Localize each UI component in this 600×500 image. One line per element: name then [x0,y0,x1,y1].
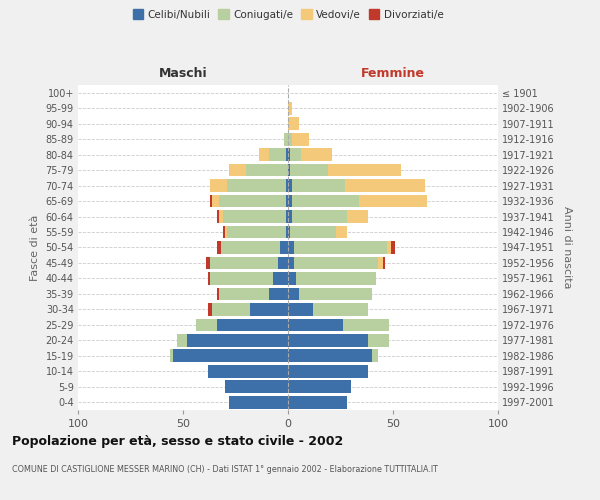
Bar [343,318,389,331]
Legend: Celibi/Nubili, Coniugati/e, Vedovi/e, Divorziati/e: Celibi/Nubili, Coniugati/e, Vedovi/e, Di… [128,5,448,24]
Bar [217,241,221,254]
Bar [269,148,286,161]
Bar [217,288,218,300]
Bar [292,210,347,223]
Bar [286,148,288,161]
Bar [225,380,288,393]
Bar [227,179,286,192]
Bar [290,148,301,161]
Bar [347,210,368,223]
Bar [277,256,288,270]
Bar [290,226,337,238]
Bar [296,272,376,285]
Bar [359,194,427,207]
Bar [286,226,288,238]
Bar [391,241,395,254]
Bar [295,241,387,254]
Bar [225,226,227,238]
Text: COMUNE DI CASTIGLIONE MESSER MARINO (CH) - Dati ISTAT 1° gennaio 2002 - Elaboraz: COMUNE DI CASTIGLIONE MESSER MARINO (CH)… [12,465,438,474]
Bar [288,288,299,300]
Bar [208,272,210,285]
Bar [187,334,288,346]
Bar [379,256,383,270]
Bar [229,164,246,176]
Bar [286,210,288,223]
Bar [284,133,288,145]
Bar [387,241,391,254]
Bar [210,194,212,207]
Bar [217,210,218,223]
Bar [288,380,351,393]
Bar [208,365,288,378]
Text: Maschi: Maschi [158,67,208,80]
Bar [292,179,344,192]
Bar [288,102,292,115]
Bar [288,133,292,145]
Bar [269,288,288,300]
Bar [288,226,290,238]
Bar [229,396,288,408]
Bar [246,164,288,176]
Bar [288,256,295,270]
Bar [219,288,269,300]
Y-axis label: Fasce di età: Fasce di età [30,214,40,280]
Bar [292,194,359,207]
Bar [211,272,274,285]
Bar [288,194,292,207]
Bar [372,350,379,362]
Bar [196,318,217,331]
Bar [295,256,379,270]
Bar [218,194,286,207]
Bar [290,164,328,176]
Bar [288,272,296,285]
Bar [292,133,309,145]
Bar [170,350,173,362]
Bar [345,179,425,192]
Bar [286,179,288,192]
Bar [288,118,299,130]
Text: Popolazione per età, sesso e stato civile - 2002: Popolazione per età, sesso e stato civil… [12,435,343,448]
Bar [288,241,295,254]
Bar [212,194,218,207]
Bar [218,210,223,223]
Bar [221,241,280,254]
Bar [223,210,286,223]
Bar [288,303,313,316]
Bar [227,226,286,238]
Bar [223,226,225,238]
Bar [299,288,372,300]
Bar [301,148,332,161]
Bar [250,303,288,316]
Y-axis label: Anni di nascita: Anni di nascita [562,206,572,288]
Bar [328,164,401,176]
Bar [280,241,288,254]
Text: Femmine: Femmine [361,67,425,80]
Bar [288,365,368,378]
Bar [176,334,187,346]
Bar [337,226,347,238]
Bar [288,148,290,161]
Bar [274,272,288,285]
Bar [288,179,292,192]
Bar [288,334,368,346]
Bar [288,350,372,362]
Bar [206,256,210,270]
Bar [288,318,343,331]
Bar [286,194,288,207]
Bar [210,256,277,270]
Bar [173,350,288,362]
Bar [217,318,288,331]
Bar [313,303,368,316]
Bar [368,334,389,346]
Bar [383,256,385,270]
Bar [210,179,227,192]
Bar [288,396,347,408]
Bar [288,210,292,223]
Bar [212,303,250,316]
Bar [259,148,269,161]
Bar [288,164,290,176]
Bar [208,303,212,316]
